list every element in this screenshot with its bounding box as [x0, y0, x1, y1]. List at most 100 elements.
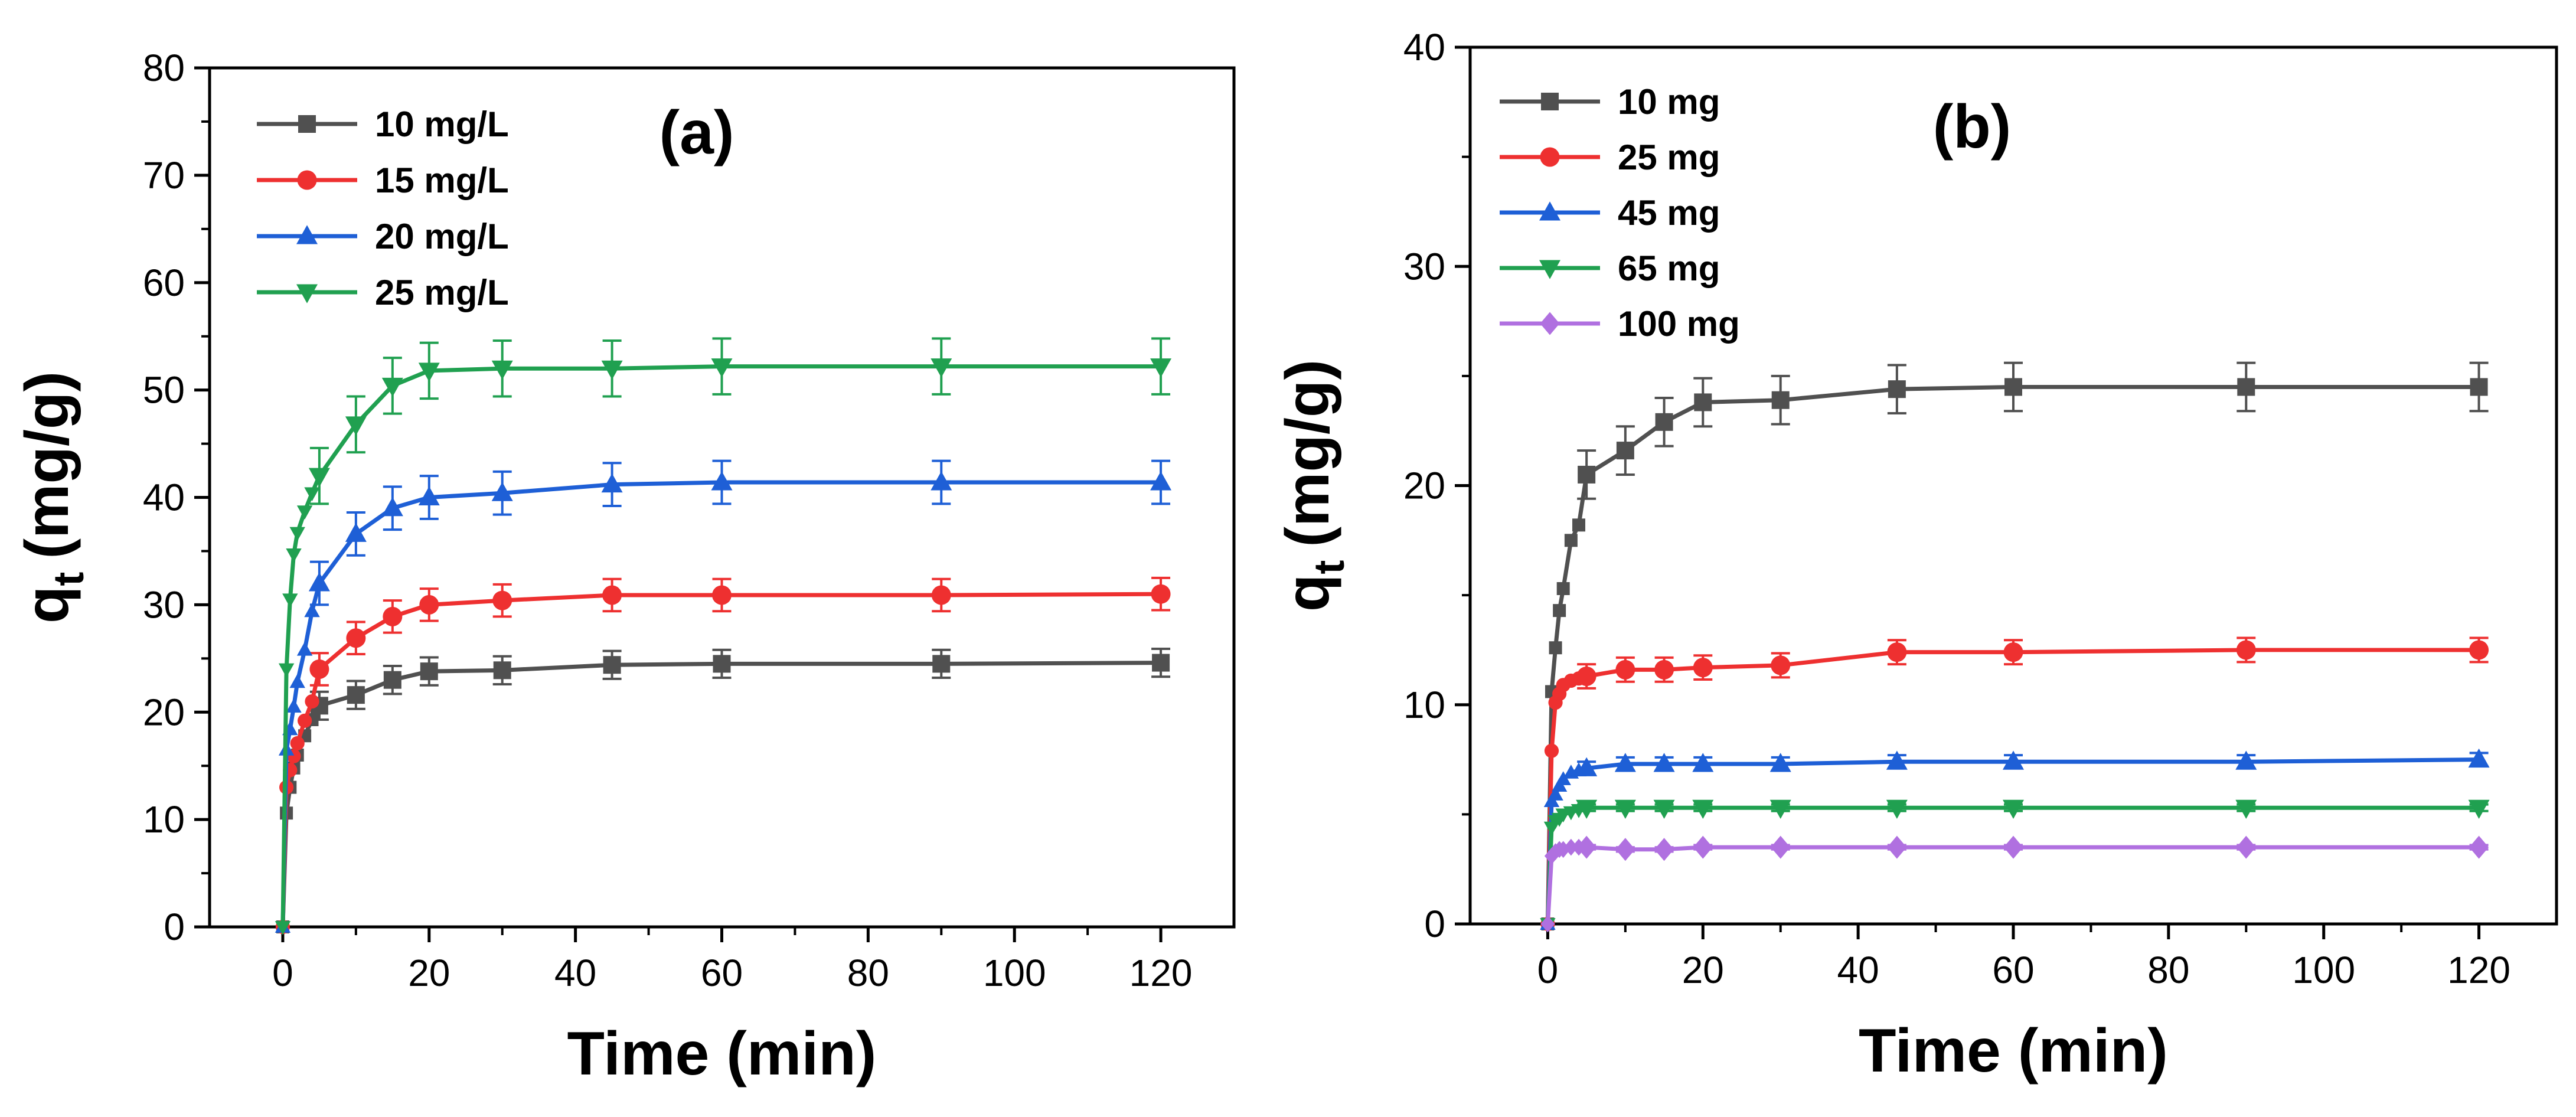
- data-point: [931, 358, 952, 378]
- data-point: [383, 671, 401, 689]
- series-line: [280, 480, 1161, 927]
- data-point: [305, 694, 319, 709]
- series-100-mg: [1540, 835, 2489, 933]
- data-point: [1547, 786, 1563, 801]
- data-point: [286, 548, 302, 563]
- chart-panel-b: 0 20 40 60 80 100 120 0 10 20 30 40 Time (min) qt (mg/…: [1274, 26, 2558, 1085]
- data-point: [1152, 654, 1170, 672]
- data-point: [381, 377, 403, 397]
- legend-marker: [297, 170, 317, 190]
- data-point: [2237, 378, 2255, 396]
- data-point: [712, 585, 732, 605]
- legend-marker: [1539, 260, 1560, 279]
- series-line: [280, 592, 1161, 927]
- data-point: [2235, 799, 2257, 819]
- data-point: [1616, 442, 1634, 460]
- data-point: [1576, 666, 1596, 686]
- data-point: [1540, 915, 1555, 933]
- data-point: [282, 593, 298, 608]
- data-point: [290, 736, 305, 751]
- data-point: [1556, 582, 1570, 595]
- y-tick-label: 10: [1403, 684, 1445, 726]
- data-point: [304, 487, 320, 501]
- y-title-unit: (mg/g): [13, 371, 81, 559]
- data-point: [2003, 799, 2024, 819]
- y-tick-label: 40: [143, 476, 185, 519]
- legend-label: 10 mg: [1618, 82, 1720, 122]
- legend-label: 20 mg/L: [375, 217, 509, 256]
- data-point: [2236, 835, 2256, 859]
- data-point: [1888, 380, 1906, 399]
- legend-label: 65 mg: [1618, 249, 1720, 288]
- data-point: [346, 628, 366, 648]
- x-tick-label: 20: [1682, 949, 1724, 991]
- data-point: [308, 468, 330, 487]
- y-title-subscript: t: [1306, 560, 1353, 574]
- data-point: [1150, 471, 1172, 491]
- data-point: [491, 360, 513, 380]
- series-10-mg: [1541, 361, 2489, 930]
- data-point: [289, 674, 305, 688]
- data-point: [1151, 584, 1171, 604]
- data-point: [1576, 799, 1598, 819]
- data-point: [2235, 750, 2257, 770]
- data-point: [1576, 757, 1598, 776]
- legend-label: 25 mg: [1618, 138, 1720, 177]
- data-point: [347, 686, 365, 704]
- data-point: [1549, 641, 1562, 655]
- data-point: [2004, 378, 2022, 396]
- data-point: [1654, 838, 1674, 861]
- data-point: [1563, 838, 1578, 856]
- y-axis-title: qt (mg/g): [1274, 360, 1353, 612]
- series-15-mg-l: [275, 576, 1171, 935]
- data-point: [1771, 391, 1790, 409]
- x-tick-label: 80: [847, 952, 889, 994]
- data-point: [1887, 642, 1907, 662]
- legend-label: 45 mg: [1618, 193, 1720, 233]
- data-point: [931, 585, 951, 605]
- data-point: [1653, 799, 1675, 819]
- legend-label: 25 mg/L: [375, 273, 509, 312]
- y-tick-label: 30: [1403, 245, 1445, 288]
- x-tick-label: 40: [1837, 949, 1879, 991]
- data-point: [2469, 640, 2489, 660]
- data-point: [1578, 465, 1596, 484]
- series-25-mg-l: [275, 337, 1172, 935]
- y-tick-label: 20: [143, 691, 185, 733]
- data-point: [2236, 640, 2256, 660]
- legend-marker: [298, 115, 316, 133]
- legend-marker: [1540, 312, 1560, 335]
- data-point: [2003, 835, 2023, 859]
- series-line: [280, 364, 1161, 927]
- y-tick-label: 80: [143, 47, 185, 89]
- x-tick-label: 120: [1129, 952, 1193, 994]
- panel-label: (b): [1933, 93, 2012, 161]
- data-point: [1572, 518, 1585, 532]
- data-point: [289, 527, 305, 541]
- panel-label: (a): [659, 99, 734, 167]
- y-title-symbol: q: [13, 586, 81, 624]
- data-point: [493, 661, 511, 680]
- data-point: [491, 482, 513, 501]
- y-axis-title: qt (mg/g): [13, 371, 93, 623]
- data-point: [309, 659, 329, 679]
- data-point: [1771, 655, 1791, 675]
- series-45-mg: [1540, 748, 2490, 930]
- x-tick-label: 120: [2447, 949, 2510, 991]
- data-point: [381, 497, 403, 517]
- y-tick-label: 60: [143, 262, 185, 304]
- x-tick-label: 20: [408, 952, 450, 994]
- series-20-mg-l: [275, 459, 1172, 933]
- chart-panel-a: 0 20 40 60 80 100 120 0 10 20 30 40 50 60 70 80 Time (mi…: [13, 47, 1236, 1088]
- data-point: [1886, 750, 1908, 770]
- legend-marker: [296, 225, 318, 244]
- y-tick-label: 50: [143, 369, 185, 411]
- x-tick-label: 100: [983, 952, 1046, 994]
- data-point: [286, 698, 302, 713]
- data-point: [383, 606, 403, 626]
- data-point: [1694, 393, 1712, 411]
- x-tick-label: 60: [1992, 949, 2034, 991]
- data-point: [304, 603, 320, 618]
- data-point: [2468, 799, 2490, 819]
- data-point: [1576, 835, 1596, 859]
